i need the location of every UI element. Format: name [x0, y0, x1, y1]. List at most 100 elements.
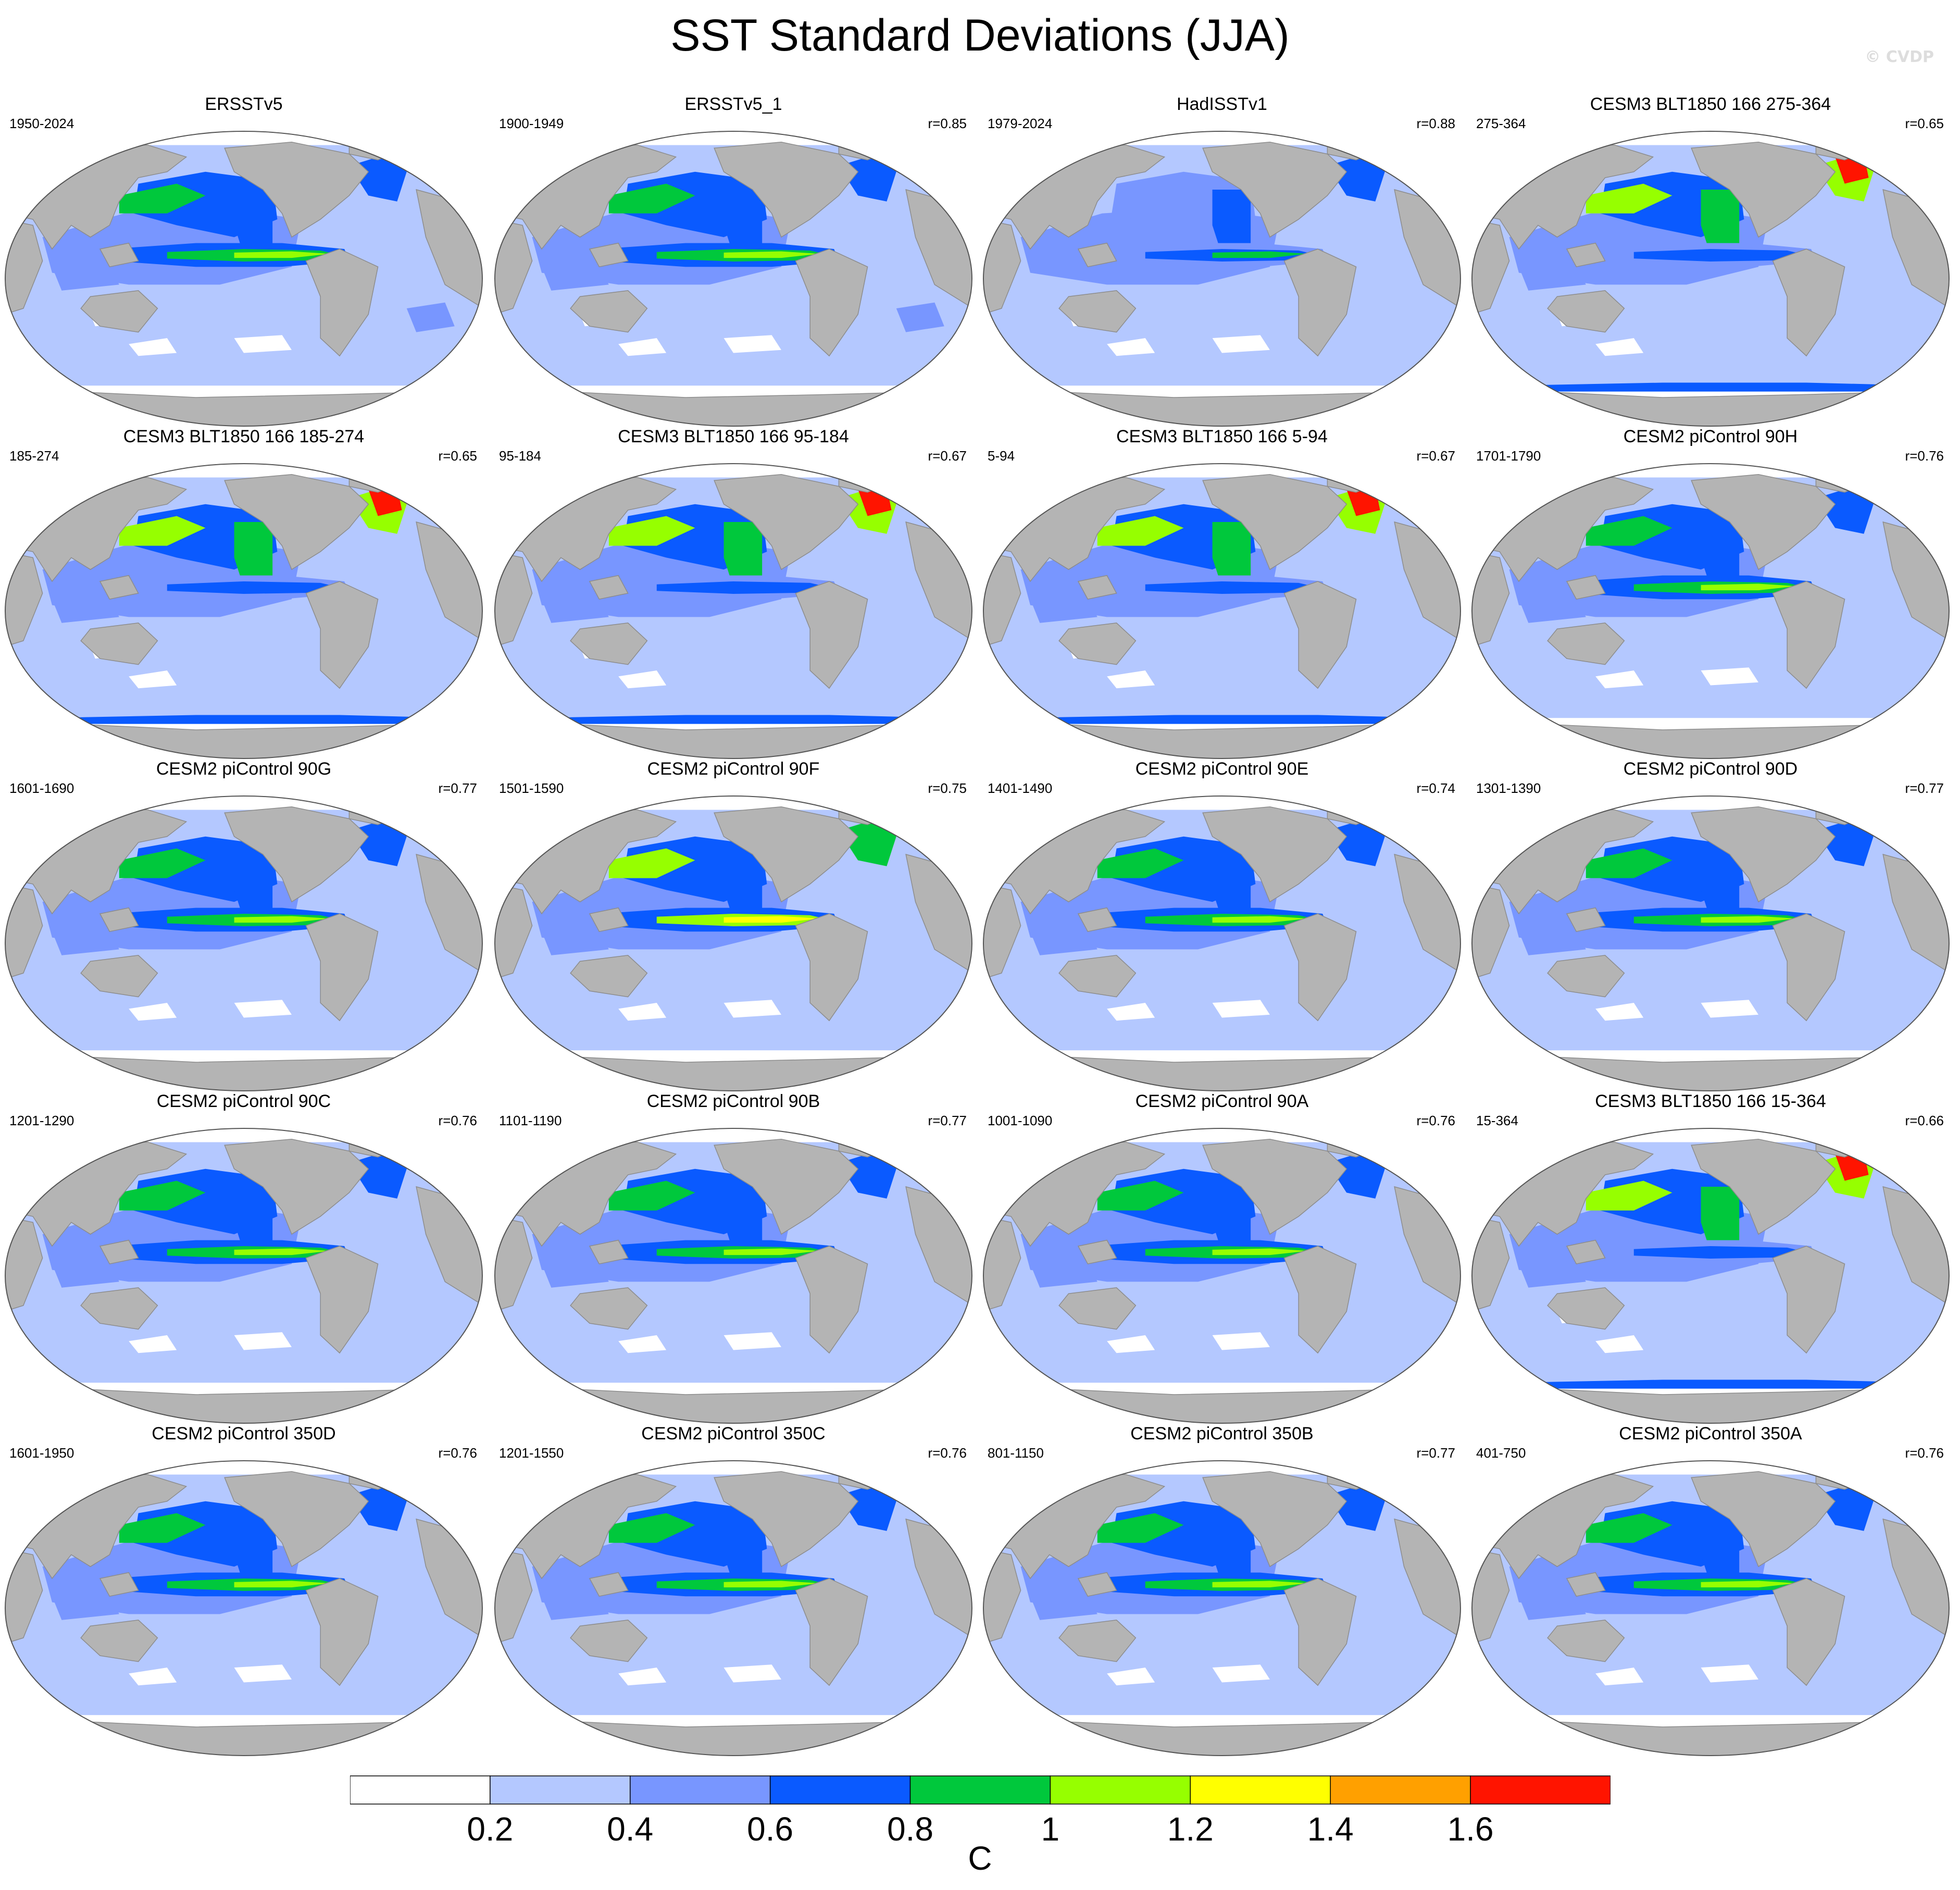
figure-title: SST Standard Deviations (JJA): [670, 10, 1290, 60]
map-panel: CESM2 piControl 90D 1301-1390 r=0.77: [1467, 759, 1954, 1097]
sst-contour-ind-patch: [52, 596, 119, 623]
sst-contour-calif: [1701, 522, 1740, 588]
land-mass: [1691, 142, 1836, 238]
colorbar-tick-label: 1.6: [1447, 1810, 1494, 1848]
land-mass: [1058, 623, 1137, 665]
land-mass: [495, 1548, 533, 1645]
map-14: [494, 1128, 972, 1424]
panel-title: CESM2 piControl 350B: [1130, 1424, 1314, 1444]
land-mass: [570, 623, 648, 665]
map-16: [1471, 1128, 1950, 1424]
map-border: [1471, 1460, 1950, 1756]
land-mass: [589, 907, 629, 932]
arctic-ice: [5, 1461, 482, 1475]
arctic-ice: [1472, 796, 1949, 810]
panel-title: CESM2 piControl 90H: [1623, 427, 1798, 446]
sst-contour-white1: [618, 1335, 667, 1353]
panel-period: 401-750: [1476, 1445, 1526, 1461]
land-mass: [224, 1471, 369, 1568]
sst-contour-ind-patch: [542, 596, 609, 623]
sst-contour-calif: [723, 522, 763, 588]
sst-contour-calif: [234, 1519, 273, 1585]
map-panel: CESM2 piControl 350A 401-750 r=0.76: [1467, 1423, 1954, 1762]
map-border: [494, 795, 972, 1091]
colorbar-tick-label: 0.8: [887, 1810, 934, 1848]
sst-contour-white1: [1595, 1335, 1644, 1353]
sst-contour-ind-patch: [542, 1261, 609, 1288]
land-mass: [1202, 142, 1347, 238]
sst-contour-white2: [1701, 1000, 1758, 1018]
panel-period: 1001-1090: [988, 1113, 1053, 1128]
land-mass: [570, 290, 648, 333]
panel-title: CESM2 piControl 90B: [646, 1091, 820, 1111]
panel-correlation: r=0.77: [1416, 1445, 1455, 1461]
map-1: [5, 131, 483, 427]
panel-correlation: r=0.65: [438, 448, 477, 464]
colorbar-bin: [909, 1775, 1051, 1805]
colorbar-bin: [1190, 1775, 1331, 1805]
land-mass: [551, 391, 955, 426]
sst-contour-white1: [129, 670, 177, 689]
land-mass: [305, 248, 379, 357]
sst-contour-eq-hot: [234, 1581, 330, 1588]
land-mass: [1472, 1548, 1510, 1645]
land-mass: [551, 723, 955, 759]
land-mass: [1039, 1720, 1443, 1756]
map-border: [983, 131, 1461, 427]
sst-contour-n-atl: [349, 154, 407, 202]
land-mass: [1202, 474, 1347, 570]
land-mass: [80, 955, 158, 998]
sst-contour-s-atl: [406, 302, 455, 332]
land-mass: [495, 884, 533, 980]
map-panel: ERSSTv5 1950-2024: [0, 94, 488, 432]
map-panel: CESM2 piControl 90H 1701-1790 r=0.76: [1467, 426, 1954, 765]
land-mass: [1528, 391, 1932, 426]
colorbar-bin: [1050, 1775, 1191, 1805]
sst-contour-ind-patch: [1030, 1261, 1097, 1288]
land-mass: [1283, 248, 1357, 357]
map-8: [1471, 463, 1950, 759]
map-panel: ERSSTv5_1 1900-1949 r=0.85: [490, 94, 977, 432]
sst-contour-n-atl: [1816, 818, 1874, 866]
map-13: [5, 1128, 483, 1424]
land-mass: [99, 575, 139, 600]
map-7: [983, 463, 1461, 759]
panel-title: CESM2 piControl 90G: [156, 759, 332, 779]
sst-contour-eq-hot: [1212, 1581, 1308, 1588]
sst-contour-calif: [1701, 854, 1740, 920]
map-panel: CESM2 piControl 90C 1201-1290 r=0.76: [0, 1091, 488, 1429]
land-mass: [1691, 1471, 1836, 1568]
panel-correlation: r=0.85: [928, 116, 967, 131]
sst-contour-calif: [723, 190, 763, 255]
land-mass: [1772, 1578, 1845, 1686]
watermark: © CVDP: [1865, 48, 1934, 66]
sst-contour-eq-core: [1633, 1246, 1806, 1259]
panel-period: 801-1150: [988, 1445, 1044, 1461]
sst-contour-so-band: [42, 715, 465, 724]
sst-contour-so-band: [1509, 1379, 1931, 1389]
land-mass: [80, 1287, 158, 1330]
land-mass: [224, 1139, 369, 1235]
colorbar-bar: [349, 1775, 1611, 1805]
sst-contour-white1: [1107, 1668, 1155, 1686]
land-mass: [80, 1620, 158, 1662]
sst-contour-kuroshio: [119, 1513, 206, 1543]
panel-title: CESM3 BLT1850 166 5-94: [1116, 427, 1328, 446]
sst-contour-white2: [723, 1000, 781, 1018]
sst-contour-white1: [618, 1668, 667, 1686]
land-mass: [1283, 581, 1357, 689]
land-mass: [1528, 1388, 1932, 1423]
panel-correlation: r=0.88: [1416, 116, 1455, 131]
land-mass: [983, 551, 1021, 648]
sst-contour-ind-patch: [1030, 596, 1097, 623]
land-mass: [1283, 1246, 1357, 1354]
panel-period: 1601-1690: [9, 780, 74, 796]
panel-period: 15-364: [1476, 1113, 1518, 1128]
sst-contour-ind-patch: [1519, 1261, 1586, 1288]
land-mass: [1547, 290, 1625, 333]
land-mass: [795, 581, 868, 689]
land-mass: [1077, 1572, 1117, 1597]
sst-contour-eq-core: [656, 581, 829, 594]
sst-contour-kuroshio: [608, 1513, 695, 1543]
land-mass: [1039, 391, 1443, 426]
